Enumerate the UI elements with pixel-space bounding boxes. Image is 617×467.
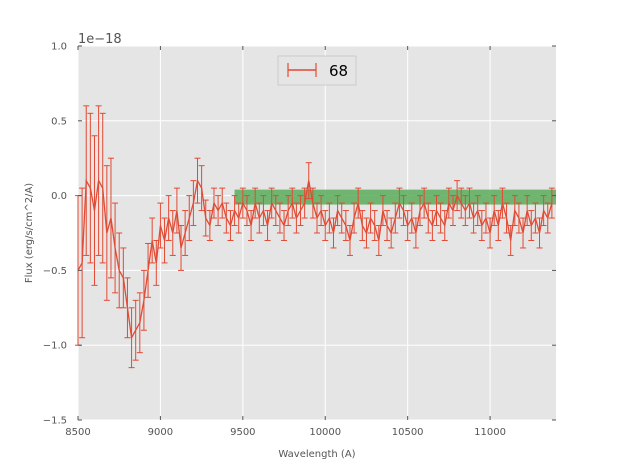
x-tick-label-5: 11000 xyxy=(474,427,506,438)
series-line-layer xyxy=(77,178,553,340)
legend-series-label: 68 xyxy=(329,62,348,80)
legend: 68 xyxy=(277,55,357,86)
series-line-68 xyxy=(77,178,553,340)
y-tick-label-2: −0.5 xyxy=(43,266,67,277)
y-tick-labels: −1.5 −1.0 −0.5 0.0 0.5 1.0 xyxy=(43,42,67,427)
mean-band xyxy=(234,189,556,205)
y-tick-label-5: 1.0 xyxy=(51,42,67,53)
y-tick-label-0: −1.5 xyxy=(43,416,67,427)
x-axis-label: Wavelength (A) xyxy=(278,449,355,460)
x-tick-label-4: 10500 xyxy=(392,427,424,438)
x-tick-label-1: 9000 xyxy=(148,427,173,438)
y-axis-label: Flux (erg/s/cm^2/A) xyxy=(24,183,35,283)
y-offset-label: 1e−18 xyxy=(78,32,122,47)
y-tick-label-1: −1.0 xyxy=(43,341,67,352)
y-tick-label-3: 0.0 xyxy=(51,191,67,202)
y-tick-label-4: 0.5 xyxy=(51,116,67,127)
axis-ticks xyxy=(77,45,556,421)
x-tick-label-0: 8500 xyxy=(65,427,90,438)
x-tick-labels: 8500 9000 9500 10000 10500 11000 xyxy=(65,427,506,438)
band-layer xyxy=(234,189,556,205)
x-tick-label-2: 9500 xyxy=(230,427,255,438)
x-tick-label-3: 10000 xyxy=(309,427,341,438)
